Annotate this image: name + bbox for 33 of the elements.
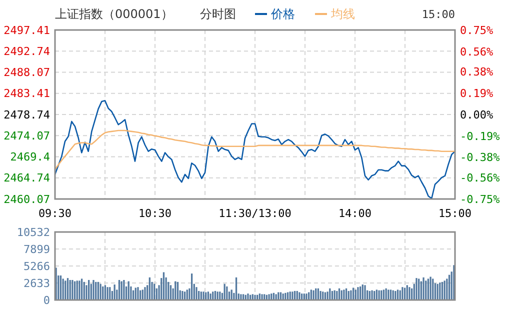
y-tick-label: 2474.07 (4, 129, 50, 142)
y-tick-label: 2478.74 (4, 108, 50, 122)
legend-label: 均线 (330, 7, 355, 21)
y-tick-label: 0 (43, 294, 50, 307)
x-tick-label: 09:30 (38, 207, 72, 220)
chart-subtitle: 分时图 (200, 7, 236, 21)
y2-tick-label: -0.38% (460, 151, 500, 164)
y-tick-label: 2633 (24, 276, 50, 290)
x-tick-label: 10:30 (138, 207, 172, 220)
text: 15:00 (422, 8, 455, 21)
x-tick-label: 15:00 (438, 207, 472, 220)
y-tick-label: 2497.41 (4, 24, 50, 37)
y-tick-label: 5266 (24, 260, 50, 273)
y2-tick-label: 0.75% (460, 24, 494, 37)
x-tick-label: 11:30/13:00 (218, 207, 292, 220)
y2-tick-label: -0.75% (460, 192, 500, 206)
y2-tick-label: -0.19% (460, 130, 500, 143)
y-tick-label: 2492.74 (4, 44, 50, 58)
y-tick-label: 7899 (24, 242, 50, 256)
y-tick-label: 2488.07 (4, 66, 50, 80)
y-tick-label: 2460.07 (4, 192, 50, 206)
y-tick-label: 2464.74 (4, 172, 50, 185)
y-tick-label: 2469.4 (10, 150, 50, 164)
y2-tick-label: 0.19% (460, 86, 494, 100)
y2-tick-label: 0.56% (460, 45, 494, 58)
y2-tick-label: -0.56% (460, 171, 500, 184)
y2-tick-label: 0.00% (460, 108, 494, 122)
y2-tick-label: 0.38% (460, 66, 494, 79)
y-tick-label: 2483.41 (4, 87, 50, 100)
chart-title: 上证指数（000001） (55, 7, 173, 21)
y-tick-label: 10532 (16, 226, 50, 239)
legend-label: 价格 (270, 7, 295, 21)
x-tick-label: 14:00 (338, 207, 372, 220)
